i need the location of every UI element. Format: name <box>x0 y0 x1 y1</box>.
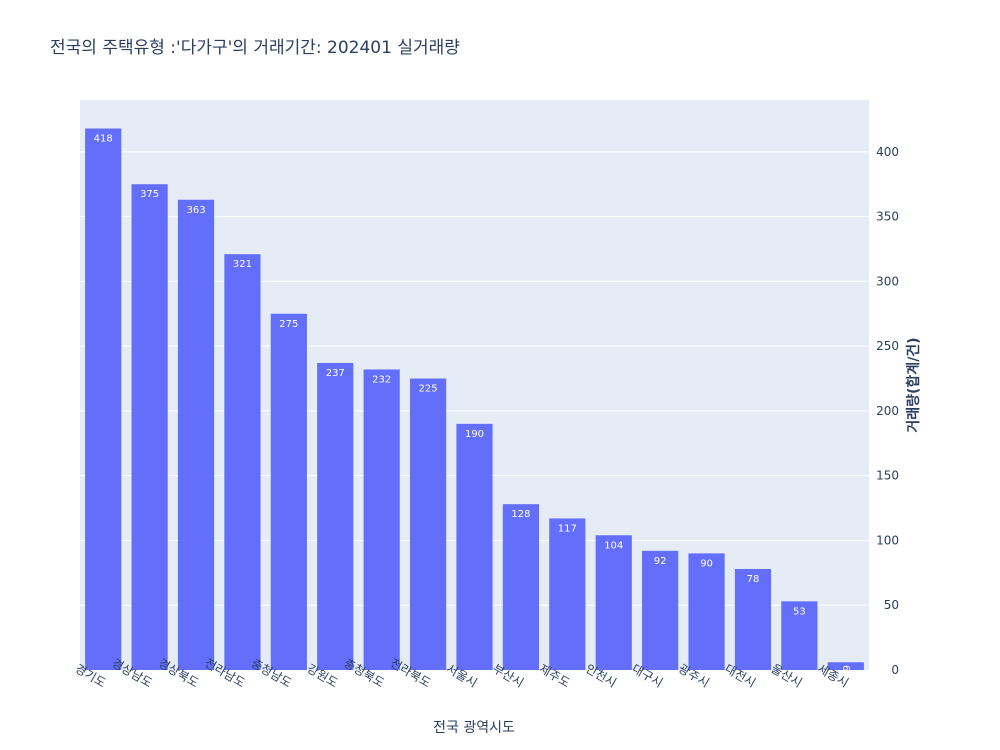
bar[interactable] <box>270 313 307 670</box>
bar-value-label: 237 <box>326 368 345 379</box>
bar[interactable] <box>734 568 772 670</box>
bar-value-label: 275 <box>279 319 298 330</box>
bars <box>85 128 864 671</box>
y-tick-label: 50 <box>884 598 899 612</box>
bar[interactable] <box>549 518 586 670</box>
bar[interactable] <box>502 504 540 670</box>
chart-title: 전국의 주택유형 :'다가구'의 거래기간: 202401 실거래량 <box>50 38 460 58</box>
y-tick-label: 200 <box>876 404 899 418</box>
bar-value-label: 418 <box>94 134 113 145</box>
bar[interactable] <box>595 535 632 670</box>
y-tick-label: 300 <box>876 274 899 288</box>
bar-value-label: 92 <box>654 556 667 567</box>
bar-labels: 418 375 363 321 275 237 232 225 190 128 117 104 92 90… <box>94 134 851 672</box>
y-tick-label: 250 <box>876 339 899 353</box>
bar[interactable] <box>224 254 261 670</box>
bar-value-label: 190 <box>465 429 484 440</box>
bar[interactable] <box>177 199 215 670</box>
bar-value-label: 104 <box>604 540 623 551</box>
bar-value-label: 128 <box>511 509 530 520</box>
bar[interactable] <box>131 184 168 671</box>
y-tick-label: 150 <box>876 469 899 483</box>
bar[interactable] <box>688 553 725 670</box>
bar-value-label: 225 <box>419 384 438 395</box>
bar-value-label: 232 <box>372 374 391 385</box>
bar-value-label: 363 <box>186 205 205 216</box>
bar-value-label: 90 <box>700 558 713 569</box>
bar[interactable] <box>409 378 447 670</box>
bar[interactable] <box>363 369 400 670</box>
bar-value-label: 117 <box>558 523 577 534</box>
y-tick-label: 400 <box>876 145 899 159</box>
bar-value-label: 375 <box>140 189 159 200</box>
bar-value-label: 78 <box>747 574 760 585</box>
y-axis-title: 거래량(합계/건) <box>905 337 922 432</box>
bar-value-label: 6 <box>840 665 851 671</box>
x-axis-title: 전국 광역시도 <box>433 720 515 736</box>
bar-value-label: 53 <box>793 606 806 617</box>
bar[interactable] <box>642 550 679 670</box>
y-tick-label: 100 <box>876 533 899 547</box>
bar[interactable] <box>317 362 354 670</box>
bar[interactable] <box>456 423 493 670</box>
bar[interactable] <box>781 601 818 670</box>
y-axis-ticks: 0 50 100 150 200 250 300 350 400 <box>876 145 899 677</box>
y-tick-label: 350 <box>876 210 899 224</box>
bar[interactable] <box>85 128 122 671</box>
bar-value-label: 321 <box>233 259 252 270</box>
y-tick-label: 0 <box>891 663 899 677</box>
bar[interactable] <box>827 662 864 670</box>
